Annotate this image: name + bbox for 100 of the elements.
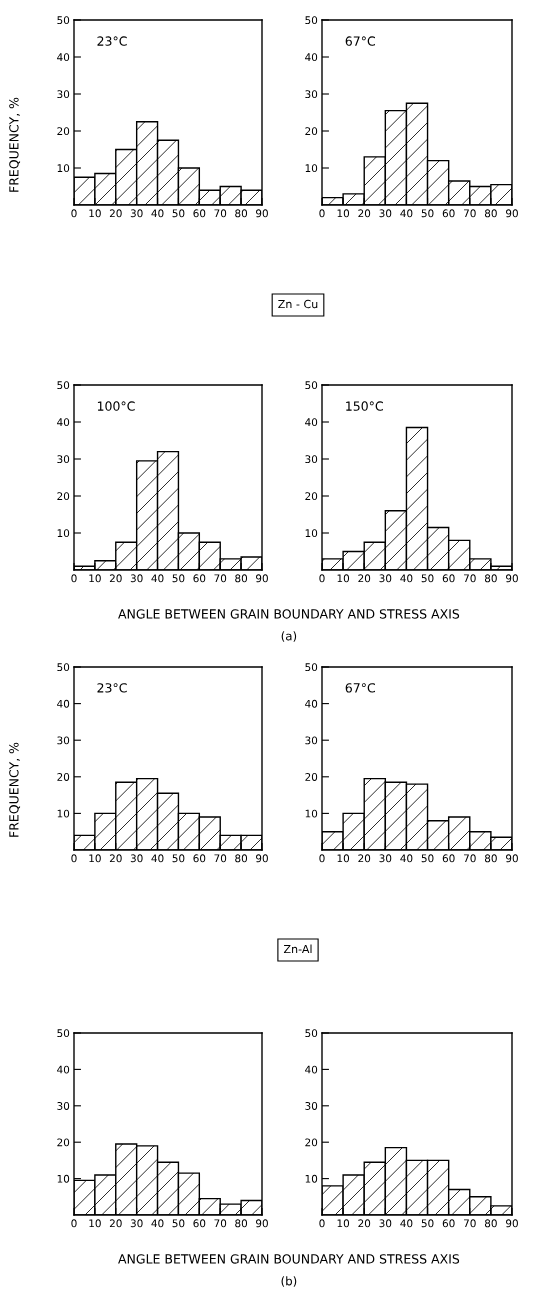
x-tick-label: 40: [400, 1219, 413, 1228]
x-tick-label: 50: [172, 854, 185, 863]
y-tick-label: 50: [305, 663, 318, 672]
y-tick-label: 10: [57, 529, 70, 538]
x-tick-label: 50: [421, 1219, 434, 1228]
y-tick-label: 20: [305, 773, 318, 781]
x-tick-label: 20: [109, 1219, 122, 1228]
text: (b): [281, 1276, 297, 1287]
x-tick-label: 70: [214, 209, 227, 218]
y-tick-label: 30: [305, 90, 318, 99]
text: 150°C: [346, 401, 383, 411]
y-tick-label: 40: [57, 53, 70, 62]
y-axis-title: FREQUENCY, %: [9, 742, 21, 837]
x-tick-label: 40: [151, 574, 164, 583]
y-tick-label: 10: [305, 164, 318, 173]
x-tick-label: 10: [89, 854, 101, 863]
x-tick-label: 20: [358, 1219, 371, 1228]
y-tick-label: 30: [305, 455, 318, 464]
x-tick-label: 80: [235, 209, 248, 218]
x-tick-label: 30: [130, 209, 143, 218]
y-tick-label: 20: [305, 492, 318, 501]
y-tick-label: 40: [305, 418, 318, 427]
x-tick-label: 90: [506, 1219, 518, 1228]
x-tick-label: 10: [89, 1219, 101, 1228]
x-tick-label: 80: [484, 574, 497, 583]
x-tick-label: 90: [256, 854, 268, 863]
x-tick-label: 60: [442, 209, 455, 218]
x-tick-label: 0: [319, 1219, 325, 1228]
x-tick-label: 20: [109, 574, 122, 583]
y-tick-label: 10: [57, 164, 70, 173]
x-tick-label: 60: [442, 854, 455, 863]
y-tick-label: 50: [57, 381, 70, 390]
x-tick-label: 30: [379, 209, 392, 218]
text: 23°C: [97, 36, 127, 46]
y-tick-label: 50: [305, 381, 318, 390]
y-tick-label: 40: [305, 699, 318, 708]
x-tick-label: 70: [464, 209, 476, 218]
y-tick-label: 10: [305, 809, 318, 818]
x-tick-label: 70: [464, 574, 476, 583]
y-tick-label: 10: [57, 809, 70, 818]
y-tick-label: 40: [57, 1065, 70, 1074]
x-tick-label: 0: [319, 209, 325, 218]
x-tick-label: 50: [172, 209, 185, 218]
y-tick-label: 40: [305, 1065, 318, 1074]
y-tick-label: 50: [305, 1029, 318, 1038]
y-tick-label: 50: [305, 16, 318, 25]
y-tick-label: 40: [57, 699, 70, 708]
x-tick-label: 60: [442, 574, 455, 583]
x-tick-label: 70: [214, 854, 227, 863]
x-tick-label: 30: [130, 1219, 143, 1228]
x-tick-label: 40: [400, 209, 413, 218]
y-tick-label: 20: [57, 127, 70, 136]
x-tick-label: 0: [319, 854, 325, 863]
x-tick-label: 0: [71, 1219, 77, 1228]
x-tick-label: 80: [235, 574, 248, 583]
x-tick-label: 60: [193, 854, 206, 863]
x-tick-label: 90: [506, 854, 518, 863]
x-tick-label: 50: [421, 209, 434, 218]
x-axis-title: ANGLE BETWEEN GRAIN BOUNDARY AND STRESS AXIS: [118, 609, 460, 619]
x-tick-label: 60: [193, 574, 206, 583]
x-tick-label: 30: [130, 854, 143, 863]
text: Zn - Cu: [278, 299, 318, 309]
x-tick-label: 10: [337, 574, 350, 583]
y-tick-label: 20: [57, 773, 70, 781]
x-tick-label: 90: [256, 574, 268, 583]
x-tick-label: 20: [109, 209, 122, 218]
x-tick-label: 30: [130, 574, 143, 583]
y-tick-label: 50: [57, 1029, 70, 1038]
x-tick-label: 50: [421, 574, 434, 583]
text: 23°C: [97, 683, 127, 693]
x-tick-label: 80: [484, 1219, 497, 1228]
y-tick-label: 20: [305, 1138, 318, 1147]
text: 100°C: [97, 401, 135, 411]
x-tick-label: 10: [89, 209, 101, 218]
x-tick-label: 30: [379, 574, 392, 583]
x-axis-title: ANGLE BETWEEN GRAIN BOUNDARY AND STRESS AXIS: [118, 1254, 460, 1264]
x-tick-label: 0: [71, 574, 77, 583]
x-tick-label: 40: [151, 854, 164, 863]
y-tick-label: 20: [57, 1138, 70, 1147]
y-tick-label: 30: [57, 736, 70, 745]
y-tick-label: 40: [57, 418, 70, 427]
y-tick-label: 30: [305, 736, 318, 745]
x-tick-label: 90: [506, 209, 518, 218]
x-tick-label: 30: [379, 854, 392, 863]
x-tick-label: 60: [193, 1219, 206, 1228]
x-tick-label: 40: [151, 209, 164, 218]
x-tick-label: 90: [256, 1219, 268, 1228]
x-tick-label: 10: [89, 574, 101, 583]
x-tick-label: 70: [214, 574, 227, 583]
y-tick-label: 50: [57, 663, 70, 672]
x-tick-label: 20: [109, 854, 122, 863]
x-tick-label: 10: [337, 854, 350, 863]
x-tick-label: 70: [464, 1219, 476, 1228]
x-tick-label: 20: [358, 574, 371, 583]
y-tick-label: 40: [305, 53, 318, 62]
x-tick-label: 90: [506, 574, 518, 583]
x-tick-label: 40: [151, 1219, 164, 1228]
y-tick-label: 10: [57, 1174, 70, 1183]
text: (a): [281, 631, 297, 642]
x-tick-label: 30: [379, 1219, 392, 1228]
